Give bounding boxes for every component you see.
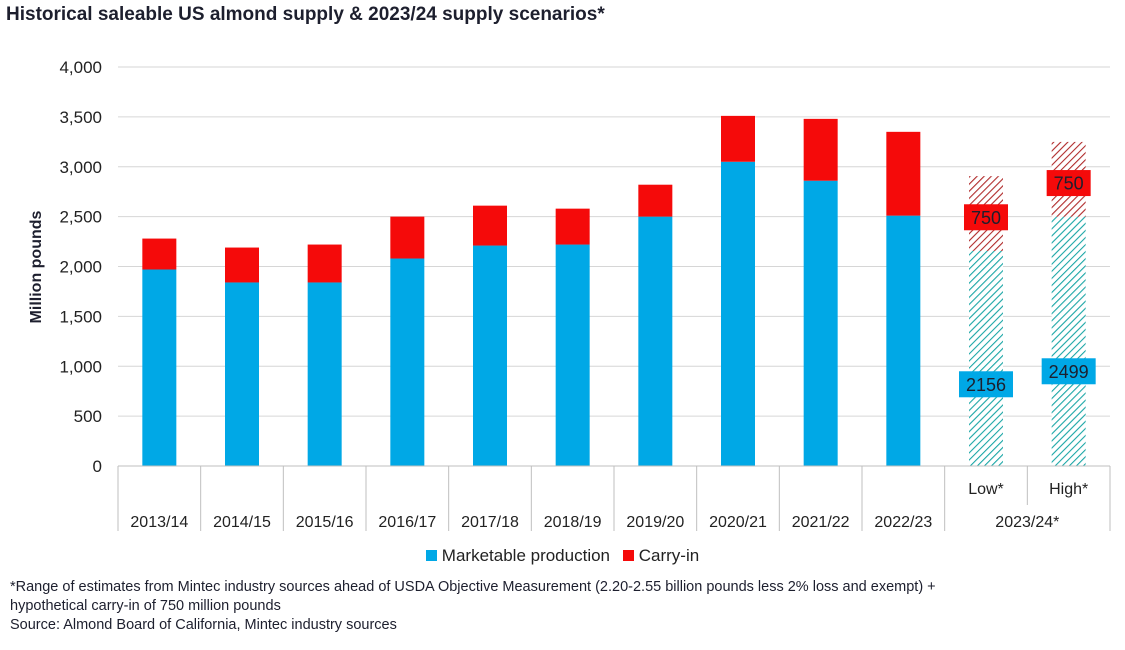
y-tick-label: 0 [93, 457, 102, 476]
bar-segment-carry-in [638, 184, 673, 217]
legend-label: Marketable production [441, 546, 611, 565]
bar-segment-marketable-production [969, 250, 1003, 466]
y-tick-label: 4,000 [59, 58, 102, 77]
bar-segment-marketable-production [638, 216, 673, 466]
legend: Marketable production Carry-in [0, 546, 1125, 566]
y-tick-label: 3,500 [59, 108, 102, 127]
data-label: 2156 [959, 371, 1013, 398]
footnotes: *Range of estimates from Mintec industry… [10, 578, 1110, 635]
y-tick-label: 1,000 [59, 357, 102, 376]
footnote-line: *Range of estimates from Mintec industry… [10, 579, 936, 595]
legend-swatch-marketable-production [425, 550, 437, 562]
x-tick-label: 2022/23 [874, 514, 932, 531]
bar-segment-marketable-production [307, 282, 342, 466]
y-axis-ticks: 0 500 1,000 1,500 2,000 2,500 3,000 3,500 4,000 [59, 58, 102, 476]
x-tick-label: 2014/15 [213, 514, 271, 531]
bar-segment-marketable-production [555, 244, 590, 466]
bar-segment-marketable-production [721, 161, 755, 466]
x-axis: 2013/14 2014/15 2015/16 2016/17 2017/18 2018/… [117, 465, 1111, 531]
legend-label: Carry-in [638, 546, 700, 565]
data-label: 2499 [1041, 358, 1096, 385]
x-tick-label: 2020/21 [709, 514, 767, 531]
y-tick-label: 2,500 [59, 208, 102, 227]
x-group-label: 2023/24* [995, 514, 1059, 531]
y-tick-label: 2,000 [59, 258, 102, 277]
x-tick-label: 2016/17 [378, 514, 436, 531]
chart-title: Historical saleable US almond supply & 2… [6, 4, 605, 25]
data-labels: 2156 750 2499 750 [959, 170, 1096, 398]
x-tick-label: 2019/20 [626, 514, 684, 531]
bar-segment-carry-in [473, 205, 507, 246]
data-label-box [1046, 170, 1091, 197]
data-label-text: 2156 [966, 375, 1006, 395]
x-tick-label: 2018/19 [544, 514, 602, 531]
bar-segment-marketable-production [473, 245, 507, 466]
bar-segment-marketable-production [142, 269, 177, 466]
data-label-text: 750 [1054, 174, 1084, 194]
bar-segment-carry-in [886, 131, 921, 216]
y-tick-label: 3,000 [59, 158, 102, 177]
legend-swatch-carry-in [622, 550, 634, 562]
bar-segment-marketable-production [1051, 216, 1086, 466]
x-tick-label: 2015/16 [296, 514, 354, 531]
bar-segment-carry-in [803, 118, 838, 181]
legend-item-marketable-production: Marketable production [425, 546, 611, 566]
data-label: 750 [964, 204, 1008, 231]
data-label-box [1041, 358, 1096, 385]
bars [142, 115, 1086, 466]
source-note: Source: Almond Board of California, Mint… [10, 617, 397, 633]
data-label-text: 750 [971, 208, 1001, 228]
bar-segment-carry-in [225, 247, 259, 283]
gridlines [118, 66, 1110, 417]
x-tick-label: 2021/22 [792, 514, 850, 531]
legend-item-carry-in: Carry-in [622, 546, 700, 566]
bar-segment-marketable-production [886, 215, 921, 466]
y-tick-label: 1,500 [59, 307, 102, 326]
y-tick-label: 500 [74, 407, 102, 426]
footnote-line: hypothetical carry-in of 750 million pou… [10, 598, 281, 614]
x-tick-label: Low* [968, 481, 1004, 498]
data-label-box [964, 204, 1008, 231]
bar-segment-marketable-production [803, 180, 838, 466]
y-axis-label: Million pounds [28, 210, 45, 323]
x-tick-label: High* [1049, 481, 1088, 498]
bar-segment-carry-in [142, 238, 177, 270]
stacked-bar-chart: 05001,0001,5002,0002,5003,0003,5004,000 … [28, 58, 1111, 531]
bar-segment-carry-in [307, 244, 342, 283]
bar-segment-carry-in [390, 216, 425, 259]
bar-segment-marketable-production [390, 258, 425, 466]
bar-segment-carry-in [555, 208, 590, 245]
x-tick-label: 2013/14 [130, 514, 188, 531]
data-label-text: 2499 [1049, 362, 1089, 382]
data-label-box [959, 371, 1013, 398]
bar-segment-carry-in [721, 115, 755, 162]
data-label: 750 [1046, 170, 1091, 197]
x-tick-label: 2017/18 [461, 514, 519, 531]
bar-segment-marketable-production [225, 282, 259, 466]
